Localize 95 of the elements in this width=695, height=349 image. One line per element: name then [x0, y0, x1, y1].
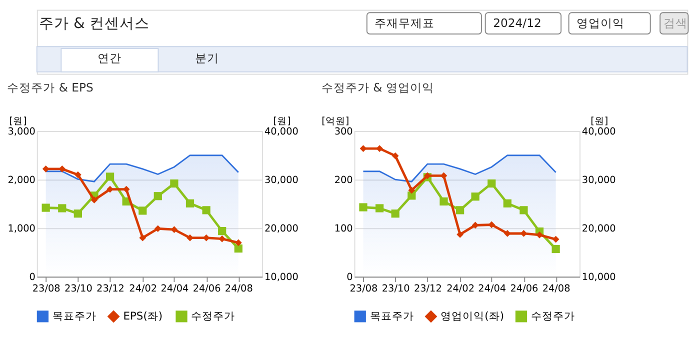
y-axis-title: [억원]	[322, 116, 350, 127]
chart-title: 수정주가 & EPS	[7, 80, 94, 94]
legend-label: 영업이익(좌)	[440, 309, 504, 322]
x-tick-label: 24/02	[446, 284, 474, 295]
point	[552, 236, 560, 243]
text: 주가 & 컨센서스	[38, 15, 150, 32]
text: 검색	[664, 16, 688, 30]
x-tick-label: 24/06	[192, 284, 221, 295]
x-tick-label: 23/10	[382, 284, 410, 295]
legend-label: 목표주가	[370, 309, 414, 322]
point	[202, 234, 210, 242]
point	[552, 244, 560, 254]
legend-label: 수정주가	[191, 309, 236, 322]
point	[472, 222, 479, 229]
x-tick-label: 23/12	[96, 284, 124, 295]
x-tick-label: 24/06	[510, 284, 538, 295]
y2-tick-label: 20,000	[264, 224, 298, 235]
y-tick-label: 200	[334, 175, 353, 186]
y-axis-title: [원]	[9, 116, 27, 127]
chart-title: 수정주가 & 영업이익	[321, 80, 434, 94]
point	[42, 165, 50, 172]
y2-tick-label: 40,000	[264, 126, 298, 138]
x-tick-label: 23/10	[64, 284, 92, 295]
point	[234, 239, 242, 246]
y2-tick-label: 20,000	[582, 224, 616, 235]
point	[408, 186, 416, 194]
x-tick-label: 23/12	[414, 284, 442, 295]
point	[359, 203, 368, 212]
y-tick-label: 100	[334, 224, 353, 235]
point	[58, 165, 66, 172]
point	[503, 199, 512, 208]
point	[488, 179, 496, 188]
point	[154, 192, 162, 200]
x-tick-label: 24/04	[160, 284, 189, 295]
point	[186, 234, 194, 242]
point	[106, 186, 114, 193]
point	[170, 226, 178, 234]
y2-tick-label: 30,000	[582, 175, 616, 186]
x-tick-label: 24/04	[478, 284, 506, 295]
text: 2024/12	[493, 16, 542, 30]
y-tick-label: 300	[334, 126, 353, 138]
y-tick-label: 3,000	[8, 126, 36, 138]
point	[154, 225, 162, 232]
point	[520, 206, 528, 214]
point	[520, 230, 528, 237]
x-tick-label: 24/08	[542, 284, 570, 295]
point	[42, 204, 50, 212]
point	[234, 244, 242, 253]
point	[202, 206, 210, 214]
point	[90, 196, 98, 204]
point	[138, 206, 147, 215]
y2-tick-label: 10,000	[582, 272, 616, 284]
point	[456, 206, 464, 214]
legend-label: 목표주가	[52, 309, 96, 322]
point	[139, 234, 146, 242]
point	[360, 145, 367, 152]
legend-label: 수정주가	[530, 309, 575, 322]
legend-label: EPS(좌)	[123, 309, 163, 322]
text: 분기	[194, 51, 219, 66]
y-tick-label: 1,000	[8, 224, 36, 235]
point	[440, 172, 448, 180]
y-tick-label: 0	[29, 272, 36, 284]
point	[488, 221, 496, 228]
y2-tick-label: 30,000	[264, 175, 298, 186]
y2-axis-title: [원]	[273, 116, 291, 127]
point	[471, 192, 480, 201]
point	[440, 197, 448, 206]
point	[376, 145, 383, 152]
text: 영업이익	[576, 16, 625, 30]
point	[218, 235, 226, 242]
y2-axis-title: [원]	[590, 116, 608, 127]
text: 연간	[98, 51, 122, 66]
point	[536, 232, 543, 238]
x-tick-label: 24/08	[224, 284, 253, 295]
y-tick-label: 2,000	[8, 175, 36, 186]
point	[58, 204, 66, 212]
point	[504, 230, 511, 237]
point	[218, 226, 226, 236]
point	[106, 172, 114, 181]
point	[74, 210, 82, 218]
y-tick-label: 0	[346, 272, 353, 284]
y2-tick-label: 40,000	[582, 126, 616, 138]
point	[375, 204, 384, 212]
x-tick-label: 23/08	[350, 284, 378, 295]
point	[186, 199, 194, 208]
point	[391, 210, 400, 218]
point	[392, 152, 399, 160]
text: 주재무제표	[374, 16, 435, 30]
point	[456, 231, 464, 238]
x-tick-label: 23/08	[32, 284, 60, 295]
point	[74, 171, 82, 178]
y2-tick-label: 10,000	[264, 272, 298, 284]
point	[122, 186, 130, 193]
point	[170, 179, 178, 188]
x-tick-label: 24/02	[129, 284, 158, 295]
